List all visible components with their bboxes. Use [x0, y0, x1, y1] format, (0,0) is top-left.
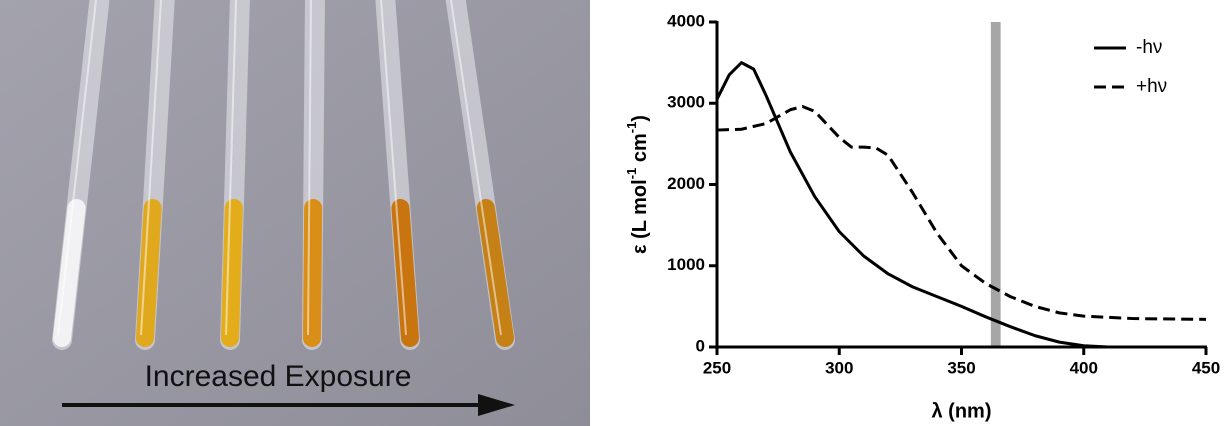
- tube-highlight: [57, 0, 97, 336]
- x-tick-label: 250: [703, 358, 731, 377]
- y-axis-title-part: ): [629, 115, 651, 122]
- y-tick-label: 1000: [667, 255, 705, 274]
- y-tick-label: 3000: [667, 93, 705, 112]
- legend-label: +hν: [1136, 76, 1167, 97]
- legend-label: -hν: [1136, 37, 1162, 58]
- tube-liquid: [136, 199, 162, 347]
- tube-highlight: [380, 0, 407, 336]
- y-axis-title-part: cm: [629, 133, 651, 167]
- highlight-band: [990, 22, 1001, 347]
- photo: Increased Exposure: [0, 0, 590, 426]
- y-axis-title-superscript: -1: [624, 122, 639, 134]
- tube-highlight: [225, 0, 237, 336]
- y-tick-label: 0: [696, 336, 705, 355]
- tube-liquid: [476, 199, 514, 347]
- arrow-head: [478, 394, 515, 416]
- tube-liquid: [303, 199, 323, 347]
- tube-liquid: [221, 199, 243, 347]
- y-axis-title: ε (L mol-1 cm-1): [624, 115, 651, 254]
- tubes: [52, 0, 515, 350]
- photo-caption: Increased Exposure: [145, 360, 412, 393]
- tube-highlight: [307, 0, 312, 336]
- y-axis-title-superscript: -1: [624, 168, 639, 180]
- y-axis-title-part: ε (L mol: [629, 179, 651, 254]
- tube-highlight: [450, 0, 502, 336]
- tube-liquid: [53, 199, 86, 347]
- tube-liquid: [391, 199, 419, 347]
- y-tick-label: 4000: [667, 11, 705, 30]
- line-series: [715, 61, 1158, 349]
- line-series: [716, 105, 1207, 321]
- x-tick-label: 450: [1192, 358, 1220, 377]
- x-tick-label: 350: [947, 358, 975, 377]
- x-tick-label: 300: [825, 358, 853, 377]
- tube-highlight: [140, 0, 162, 336]
- chart: 0 1000 2000 3000 4000 250 300 350 400 450 λ (nm) ε …: [624, 11, 1220, 422]
- y-tick-label: 2000: [667, 174, 705, 193]
- x-tick-label: 400: [1070, 358, 1098, 377]
- x-axis-title: λ (nm): [932, 400, 992, 422]
